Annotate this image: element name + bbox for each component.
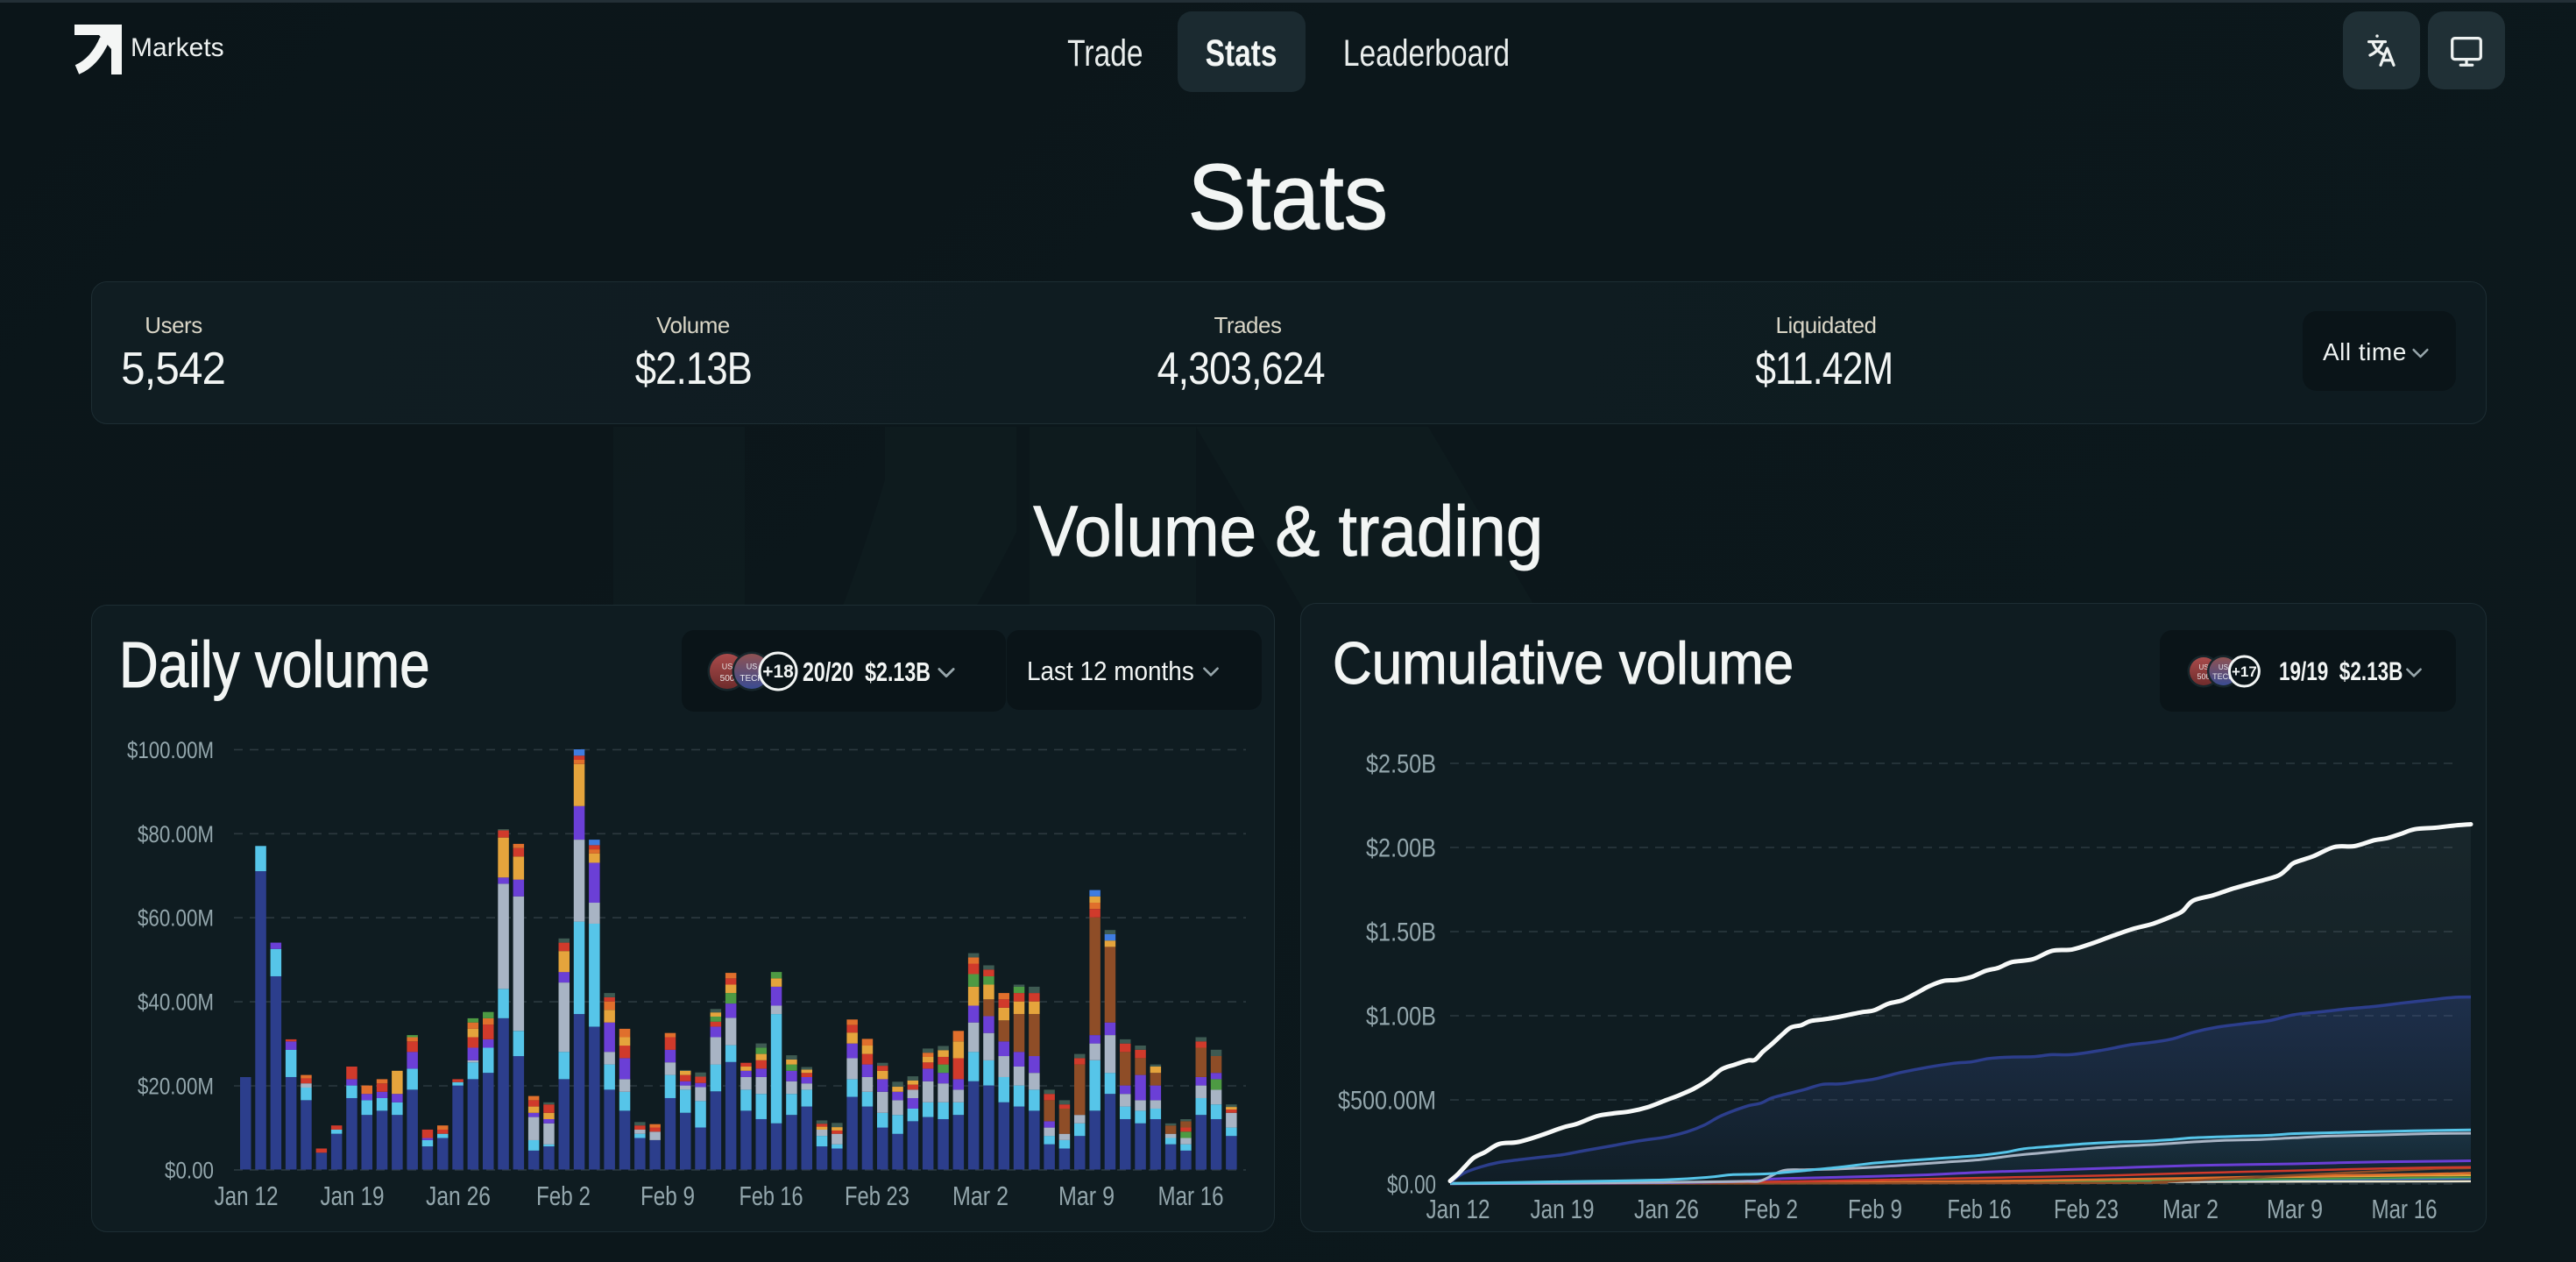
- svg-text:Mar 2: Mar 2: [952, 1180, 1008, 1211]
- svg-text:500: 500: [2197, 672, 2210, 681]
- svg-text:500: 500: [720, 674, 735, 684]
- svg-text:+17: +17: [2232, 663, 2257, 680]
- svg-text:$60.00M: $60.00M: [138, 905, 214, 932]
- svg-text:US: US: [722, 663, 733, 671]
- svg-text:$0.00: $0.00: [165, 1157, 214, 1183]
- svg-text:$1.00B: $1.00B: [1366, 1003, 1436, 1032]
- svg-text:Mar 16: Mar 16: [2372, 1194, 2438, 1224]
- svg-text:$40.00M: $40.00M: [138, 989, 214, 1016]
- svg-text:Mar 9: Mar 9: [1058, 1180, 1115, 1211]
- svg-text:$0.00: $0.00: [1387, 1171, 1436, 1200]
- svg-text:US: US: [747, 663, 758, 671]
- svg-text:Feb 2: Feb 2: [1744, 1194, 1798, 1224]
- svg-text:Feb 23: Feb 23: [2054, 1194, 2119, 1224]
- svg-text:$2.50B: $2.50B: [1366, 750, 1436, 779]
- svg-text:Feb 23: Feb 23: [845, 1180, 909, 1211]
- svg-text:Mar 16: Mar 16: [1158, 1180, 1224, 1211]
- svg-text:Jan 19: Jan 19: [321, 1180, 385, 1211]
- svg-text:Jan 12: Jan 12: [215, 1180, 279, 1211]
- svg-text:+18: +18: [762, 662, 794, 682]
- svg-text:$500.00M: $500.00M: [1338, 1087, 1436, 1116]
- svg-text:US: US: [2198, 663, 2208, 671]
- svg-text:Jan 26: Jan 26: [426, 1180, 491, 1211]
- svg-text:Mar 2: Mar 2: [2162, 1194, 2219, 1224]
- svg-text:$80.00M: $80.00M: [138, 821, 214, 847]
- svg-text:Feb 16: Feb 16: [740, 1180, 803, 1211]
- svg-text:Feb 2: Feb 2: [536, 1180, 591, 1211]
- svg-text:Jan 19: Jan 19: [1531, 1194, 1595, 1224]
- svg-text:Mar 9: Mar 9: [2267, 1194, 2323, 1224]
- svg-text:Feb 9: Feb 9: [640, 1180, 695, 1211]
- svg-text:Feb 16: Feb 16: [1948, 1194, 2012, 1224]
- svg-text:TECH: TECH: [740, 674, 763, 684]
- svg-text:Feb 9: Feb 9: [1848, 1194, 1902, 1224]
- svg-text:Jan 26: Jan 26: [1634, 1194, 1699, 1224]
- svg-text:US: US: [2219, 663, 2228, 671]
- svg-text:Jan 12: Jan 12: [1426, 1194, 1490, 1224]
- svg-text:$2.00B: $2.00B: [1366, 834, 1436, 863]
- svg-text:$100.00M: $100.00M: [127, 737, 214, 763]
- svg-text:$20.00M: $20.00M: [138, 1074, 214, 1100]
- svg-text:TECH: TECH: [2212, 672, 2234, 681]
- svg-text:$1.50B: $1.50B: [1366, 918, 1436, 947]
